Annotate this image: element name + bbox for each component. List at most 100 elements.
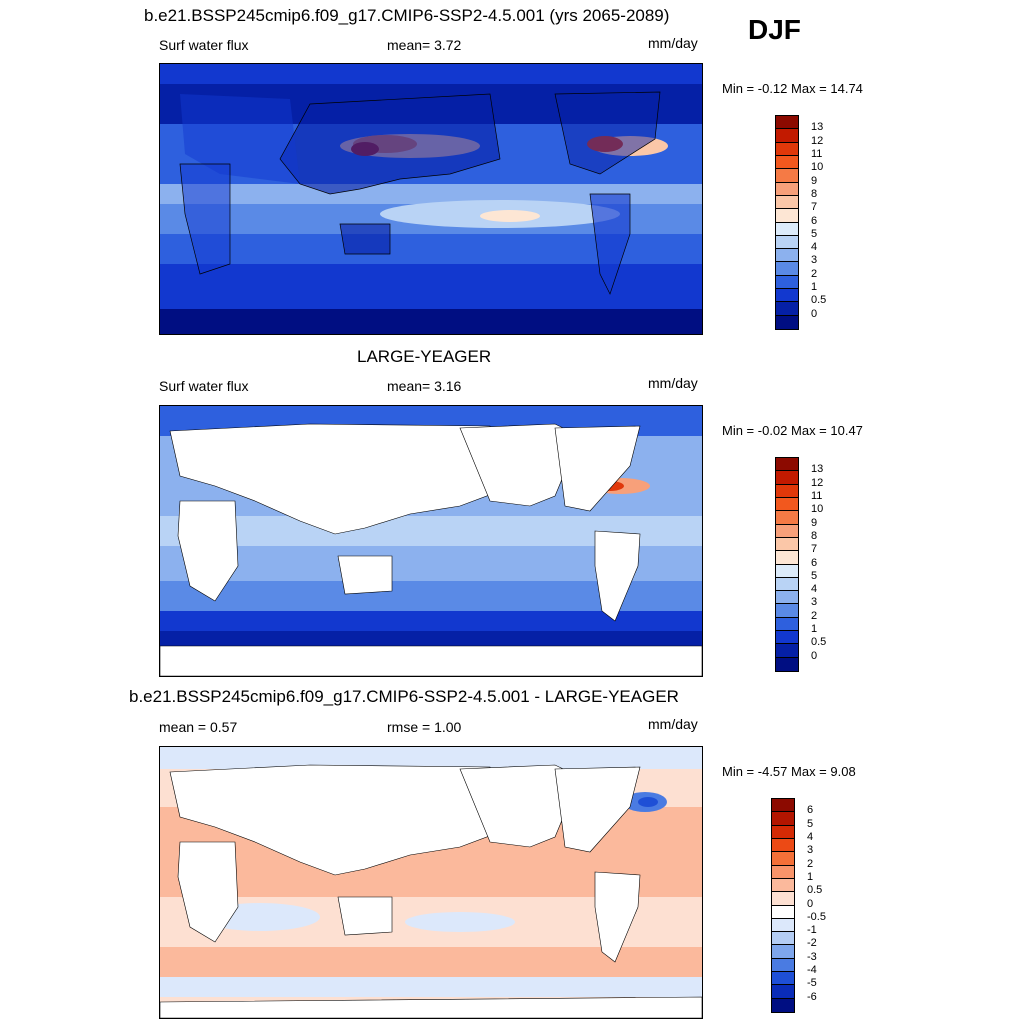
panel1-minmax: Min = -0.12 Max = 14.74	[722, 81, 863, 96]
colorbar-tick-label: 8	[811, 529, 818, 542]
colorbar-swatch	[776, 471, 798, 485]
colorbar-swatch	[776, 564, 798, 578]
colorbar-tick-label: 6	[811, 214, 818, 227]
colorbar-swatch	[776, 524, 798, 538]
colorbar-tick-label: -2	[807, 937, 817, 950]
panel1-colorbar	[775, 115, 799, 330]
colorbar-swatch	[776, 222, 798, 236]
panel3-rmse-label: rmse = 1.00	[387, 719, 462, 735]
colorbar-tick-label: 1	[807, 870, 814, 883]
colorbar-tick-label: 5	[807, 817, 814, 830]
colorbar-swatch	[776, 129, 798, 143]
colorbar-swatch	[776, 591, 798, 605]
panel3-minmax: Min = -4.57 Max = 9.08	[722, 764, 856, 779]
colorbar-swatch	[772, 865, 794, 879]
colorbar-swatch	[776, 617, 798, 632]
colorbar-swatch	[772, 799, 794, 813]
colorbar-tick-label: -0.5	[807, 910, 826, 923]
colorbar-swatch	[776, 551, 798, 565]
colorbar-tick-label: 5	[811, 227, 818, 240]
colorbar-swatch	[776, 116, 798, 130]
colorbar-tick-label: 3	[807, 844, 814, 857]
colorbar-tick-label: 11	[811, 489, 823, 502]
colorbar-tick-label: 0	[807, 897, 814, 910]
panel2-colorbar	[775, 457, 799, 672]
panel2-map	[159, 405, 703, 677]
panel1-map	[159, 63, 703, 335]
season-label: DJF	[748, 14, 801, 45]
colorbar-swatch	[776, 289, 798, 303]
panel3-title: b.e21.BSSP245cmip6.f09_g17.CMIP6-SSP2-4.…	[129, 687, 679, 706]
panel3-colorbar	[771, 798, 795, 1013]
colorbar-swatch	[772, 812, 794, 826]
colorbar-swatch	[776, 315, 798, 329]
colorbar-swatch	[776, 142, 798, 156]
colorbar-tick-label: 9	[811, 516, 818, 529]
colorbar-tick-label: 0.5	[811, 294, 827, 307]
colorbar-tick-label: 10	[811, 503, 824, 516]
colorbar-swatch	[772, 825, 794, 839]
colorbar-swatch	[776, 209, 798, 223]
colorbar-swatch	[776, 182, 798, 196]
colorbar-swatch	[776, 484, 798, 498]
panel3-map	[159, 746, 703, 1019]
colorbar-swatch	[776, 604, 798, 618]
colorbar-swatch	[776, 497, 798, 512]
colorbar-swatch	[772, 918, 794, 933]
colorbar-tick-label: 2	[811, 267, 818, 280]
panel3-mean-label: mean = 0.57	[159, 719, 238, 735]
colorbar-tick-label: 2	[811, 609, 818, 622]
colorbar-swatch	[772, 985, 794, 999]
colorbar-swatch	[772, 958, 794, 973]
panel1-mean-label: mean= 3.72	[387, 37, 462, 53]
colorbar-tick-label: 3	[811, 596, 818, 609]
panel1-variable-label: Surf water flux	[159, 37, 249, 53]
colorbar-tick-label: 8	[811, 187, 818, 200]
colorbar-tick-label: 10	[811, 161, 824, 174]
colorbar-tick-label: 6	[807, 804, 814, 817]
colorbar-tick-label: 13	[811, 463, 824, 476]
colorbar-swatch	[772, 972, 794, 986]
panel2-variable-label: Surf water flux	[159, 378, 249, 394]
colorbar-tick-label: 1	[811, 623, 818, 636]
colorbar-swatch	[776, 537, 798, 552]
colorbar-tick-label: 1	[811, 281, 818, 294]
colorbar-tick-label: 12	[811, 476, 824, 489]
colorbar-tick-label: 11	[811, 147, 823, 160]
colorbar-tick-label: 7	[811, 201, 818, 214]
colorbar-tick-label: 9	[811, 174, 818, 187]
panel3-units-label: mm/day	[648, 716, 698, 732]
colorbar-swatch	[772, 932, 794, 946]
colorbar-swatch	[776, 458, 798, 472]
colorbar-tick-label: -1	[807, 924, 817, 937]
colorbar-tick-label: 13	[811, 121, 824, 134]
colorbar-tick-label: 12	[811, 134, 824, 147]
colorbar-tick-label: 0.5	[807, 884, 823, 897]
colorbar-swatch	[776, 169, 798, 183]
colorbar-tick-label: 4	[811, 583, 818, 596]
colorbar-tick-label: 6	[811, 556, 818, 569]
colorbar-swatch	[776, 511, 798, 525]
colorbar-swatch	[776, 302, 798, 316]
colorbar-swatch	[772, 878, 794, 893]
panel2-mean-label: mean= 3.16	[387, 378, 462, 394]
colorbar-tick-label: 0	[811, 307, 818, 320]
colorbar-tick-label: -3	[807, 950, 817, 963]
colorbar-swatch	[772, 945, 794, 959]
panel1-title: b.e21.BSSP245cmip6.f09_g17.CMIP6-SSP2-4.…	[144, 6, 670, 25]
panel1-units-label: mm/day	[648, 35, 698, 51]
colorbar-swatch	[776, 631, 798, 645]
colorbar-swatch	[772, 852, 794, 866]
panel2-units-label: mm/day	[648, 375, 698, 391]
colorbar-tick-label: 5	[811, 569, 818, 582]
colorbar-swatch	[776, 577, 798, 592]
colorbar-swatch	[776, 262, 798, 276]
colorbar-swatch	[772, 905, 794, 919]
colorbar-tick-label: -4	[807, 964, 817, 977]
colorbar-tick-label: -6	[807, 990, 817, 1003]
colorbar-swatch	[776, 249, 798, 263]
colorbar-tick-label: 3	[811, 254, 818, 267]
colorbar-swatch	[772, 998, 794, 1012]
colorbar-tick-label: 0.5	[811, 636, 827, 649]
panel2-title: LARGE-YEAGER	[357, 347, 492, 366]
